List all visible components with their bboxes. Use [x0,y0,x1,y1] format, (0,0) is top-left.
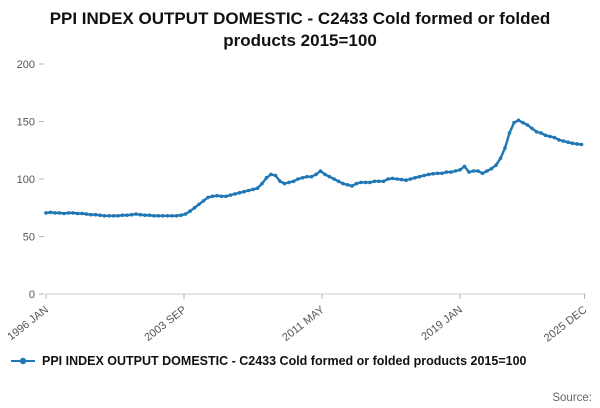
chart-title: PPI INDEX OUTPUT DOMESTIC - C2433 Cold f… [49,9,551,51]
svg-text:2019 JAN: 2019 JAN [419,304,464,343]
legend-line-marker [11,357,35,365]
svg-text:2025 DEC: 2025 DEC [542,304,589,345]
svg-text:2003 SEP: 2003 SEP [142,304,188,344]
svg-text:0: 0 [29,289,35,301]
svg-text:2011 MAY: 2011 MAY [280,304,327,344]
legend-label: PPI INDEX OUTPUT DOMESTIC - C2433 Cold f… [42,354,527,369]
line-chart: 0 50 100 150 200 1996 JAN 2003 SEP 2011 MAY 2019… [5,59,589,345]
svg-text:50: 50 [23,232,35,244]
chart-card: PPI INDEX OUTPUT DOMESTIC - C2433 Cold f… [0,8,600,404]
chart-plot: 0 50 100 150 200 1996 JAN 2003 SEP 2011 MAY 2019… [0,52,600,352]
svg-text:1996 JAN: 1996 JAN [5,304,50,343]
svg-text:200: 200 [17,59,35,71]
source-label: Source: [552,392,592,404]
svg-text:100: 100 [17,174,35,186]
legend-item[interactable]: PPI INDEX OUTPUT DOMESTIC - C2433 Cold f… [0,352,600,368]
svg-text:150: 150 [17,117,35,129]
